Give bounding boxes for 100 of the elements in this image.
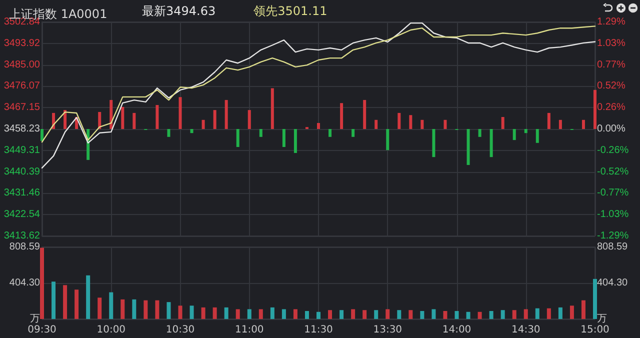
bar: [362, 310, 367, 319]
bar: [236, 309, 240, 319]
y2-tick-label: -1.03%: [597, 208, 629, 220]
bar: [581, 300, 586, 319]
bar: [40, 129, 44, 141]
bar: [443, 310, 448, 319]
y-tick-label: 3476.07: [4, 80, 40, 92]
bar: [202, 120, 205, 129]
bar: [536, 129, 539, 143]
bar: [386, 309, 390, 319]
bar: [363, 100, 366, 129]
x-tick-label: 14:00: [442, 324, 472, 336]
bar: [224, 100, 228, 129]
line-series: [41, 26, 596, 143]
bar: [340, 103, 344, 129]
x-tick-label: 15:00: [580, 324, 610, 336]
bar: [178, 97, 182, 129]
bar: [282, 129, 286, 147]
bar: [247, 309, 252, 319]
y2-tick-label: -0.77%: [597, 187, 629, 198]
bar: [420, 120, 424, 129]
y-tick-label: 3458.23: [4, 124, 40, 134]
bar: [132, 299, 136, 319]
bar: [352, 129, 355, 137]
y2-tick-label: 404.30: [597, 278, 628, 288]
bar: [444, 120, 447, 129]
bar: [304, 310, 309, 319]
bar: [524, 309, 528, 319]
bar: [52, 282, 56, 319]
bar: [374, 120, 378, 129]
bar: [110, 100, 113, 129]
bar: [74, 290, 79, 319]
y2-tick-label: -1.29%: [597, 230, 629, 242]
bar: [293, 309, 298, 319]
bar: [166, 302, 171, 319]
bar: [466, 129, 470, 165]
x-tick-label: 10:00: [96, 324, 126, 336]
bar: [524, 129, 528, 134]
bar: [489, 310, 494, 319]
bar: [570, 306, 574, 319]
y-tick-label: 3422.54: [4, 209, 40, 220]
y2-tick-label: 0.77%: [597, 60, 626, 71]
bar: [294, 129, 297, 153]
bar: [351, 309, 356, 319]
bar: [432, 129, 436, 158]
bar: [259, 129, 262, 137]
x-tick-label: 13:30: [373, 324, 402, 336]
y-tick-label: 404.30: [9, 278, 40, 288]
y-tick-label: 3493.92: [4, 38, 40, 49]
bar: [316, 312, 320, 319]
bar: [558, 307, 562, 319]
bar: [420, 310, 424, 319]
text: 领先3501.11: [254, 4, 328, 18]
bar: [490, 129, 493, 158]
bar: [409, 115, 412, 129]
y2-tick-label: 万: [597, 314, 607, 324]
bar: [594, 90, 596, 129]
bar: [466, 312, 470, 319]
bar: [374, 310, 378, 319]
bar: [398, 112, 401, 129]
bar: [248, 110, 251, 129]
x-tick-label: 14:30: [511, 324, 540, 336]
x-tick-label: 11:30: [304, 324, 333, 336]
bar: [478, 129, 482, 137]
bar: [270, 307, 274, 319]
bar: [86, 275, 90, 319]
bar: [454, 310, 459, 319]
bar: [63, 285, 68, 319]
bar: [547, 112, 550, 129]
y2-tick-label: 1.29%: [597, 16, 626, 28]
bar: [582, 120, 585, 129]
y2-tick-label: -0.52%: [597, 166, 629, 178]
bar: [224, 307, 228, 319]
bar: [213, 110, 216, 129]
bar: [258, 309, 263, 319]
text: 最新3494.63: [142, 4, 216, 18]
bar: [120, 299, 125, 319]
bar: [501, 117, 504, 129]
bar: [432, 309, 436, 319]
bar: [386, 129, 390, 150]
bar: [132, 112, 136, 129]
bar: [558, 120, 562, 129]
bar: [282, 309, 286, 319]
y2-tick-label: 0.00%: [597, 124, 626, 134]
y-tick-label: 3485.00: [4, 59, 40, 70]
bar: [500, 310, 505, 319]
bar: [156, 105, 159, 129]
bar: [190, 306, 194, 319]
bar: [270, 88, 274, 129]
bar: [512, 129, 516, 140]
bar: [593, 278, 597, 319]
bar: [178, 306, 182, 319]
y2-tick-label: 0.26%: [597, 102, 626, 113]
bar: [408, 310, 413, 319]
y-tick-label: 3413.62: [4, 230, 40, 242]
bar: [64, 110, 67, 129]
x-tick-label: 09:30: [28, 324, 56, 336]
bar: [546, 308, 551, 319]
bar: [155, 300, 160, 319]
bar: [328, 129, 332, 137]
